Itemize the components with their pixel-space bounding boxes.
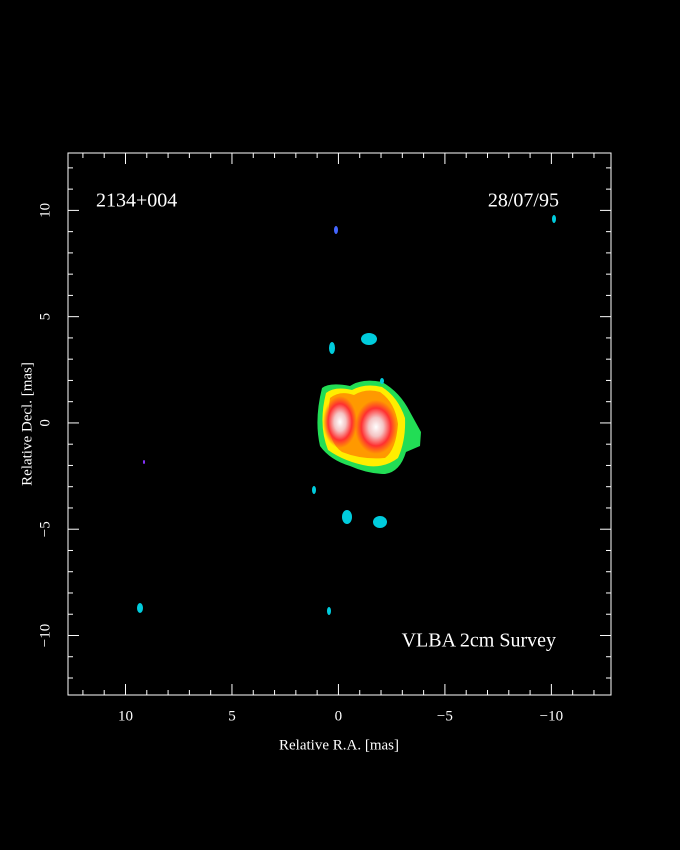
y-tick-label: 5 <box>37 313 53 321</box>
x-tick-label: 10 <box>118 708 133 724</box>
x-tick-label: 5 <box>228 708 236 724</box>
y-tick-label: 10 <box>37 203 53 218</box>
y-axis-label: Relative Decl. [mas] <box>19 362 35 486</box>
y-tick-label: −10 <box>37 624 53 647</box>
y-tick-label: −5 <box>37 521 53 537</box>
plot-frame <box>67 152 612 696</box>
survey-label: VLBA 2cm Survey <box>402 630 556 652</box>
source-name: 2134+004 <box>96 190 177 212</box>
y-tick-label: 0 <box>37 419 53 427</box>
epoch: 28/07/95 <box>488 190 559 212</box>
x-tick-label: −5 <box>437 708 453 724</box>
x-tick-label: 0 <box>335 708 343 724</box>
source-image <box>137 215 556 615</box>
x-axis-label: Relative R.A. [mas] <box>279 737 399 753</box>
x-tick-label: −10 <box>540 708 563 724</box>
